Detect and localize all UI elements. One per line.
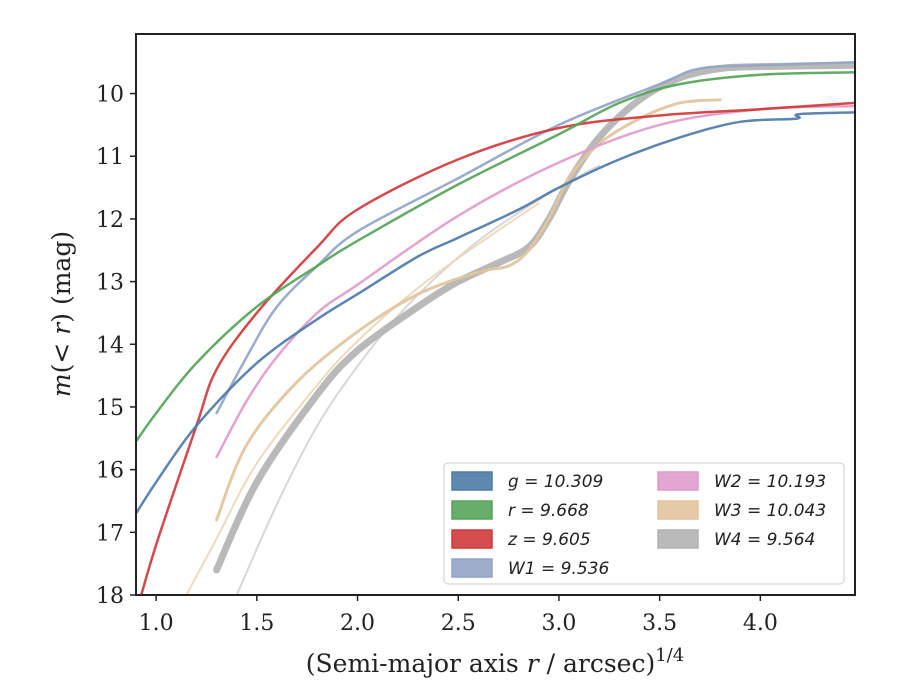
x-axis-ticks: 1.0 1.5 2.0 2.5 3.0 3.5 4.0: [139, 595, 778, 636]
x-tick-label: 1.0: [139, 611, 174, 636]
y-tick-label: 11: [96, 145, 124, 170]
series-layer: [136, 60, 855, 595]
legend-box: [443, 462, 845, 585]
legend-swatch-w2: [657, 471, 699, 491]
legend-label-r: r = 9.668: [508, 501, 589, 521]
plot-frame: [135, 33, 856, 596]
series-z-line: [139, 101, 855, 595]
x-tick-label: 3.0: [541, 611, 576, 636]
y-tick-label: 18: [96, 584, 124, 609]
legend-swatch-w3: [657, 500, 699, 520]
series-faint-line-8: [185, 202, 540, 595]
y-tick-label: 16: [96, 459, 124, 484]
x-axis-title: (Semi-major axis r / arcsec)1/4: [306, 645, 684, 678]
y-tick-label: 10: [96, 83, 124, 108]
legend-label-z: z = 9.605: [507, 530, 591, 550]
legend-swatch-r: [451, 500, 493, 520]
y-tick-label: 13: [96, 271, 124, 296]
series-faint-line-7: [235, 164, 601, 595]
legend-swatch-z: [451, 529, 493, 549]
x-tick-label: 2.5: [441, 611, 476, 636]
y-tick-label: 14: [96, 333, 124, 358]
series-r-line: [136, 70, 855, 443]
legend-label-w3: W3 = 10.043: [714, 501, 826, 521]
legend-swatch-w4: [657, 529, 699, 549]
x-tick-label: 3.5: [642, 611, 677, 636]
legend-label-w1: W1 = 9.536: [508, 559, 610, 579]
legend-label-g: g = 10.309: [508, 472, 603, 492]
legend-swatch-g: [451, 471, 493, 491]
y-tick-label: 15: [96, 396, 124, 421]
y-tick-label: 12: [96, 208, 124, 233]
y-axis-title: m(< r) (mag): [47, 231, 76, 397]
legend-label-w2: W2 = 10.193: [714, 472, 826, 492]
series-w3-line: [215, 98, 722, 522]
series-w1-line: [215, 60, 855, 415]
x-tick-label: 4.0: [743, 611, 778, 636]
x-tick-label: 2.0: [340, 611, 375, 636]
x-tick-label: 1.5: [239, 611, 274, 636]
series-w2-line: [215, 104, 855, 459]
y-tick-label: 17: [96, 521, 124, 546]
legend: g = 10.309 r = 9.668 z = 9.605 W1 = 9.536 W2…: [443, 462, 845, 585]
legend-entries: g = 10.309 r = 9.668 z = 9.605 W1 = 9.536 W2…: [451, 471, 826, 579]
series-g-line: [136, 111, 855, 515]
legend-swatch-w1: [451, 558, 493, 578]
y-axis-ticks: 10 11 12 13 14 15 16 17 18: [96, 83, 136, 609]
legend-label-w4: W4 = 9.564: [714, 530, 815, 550]
